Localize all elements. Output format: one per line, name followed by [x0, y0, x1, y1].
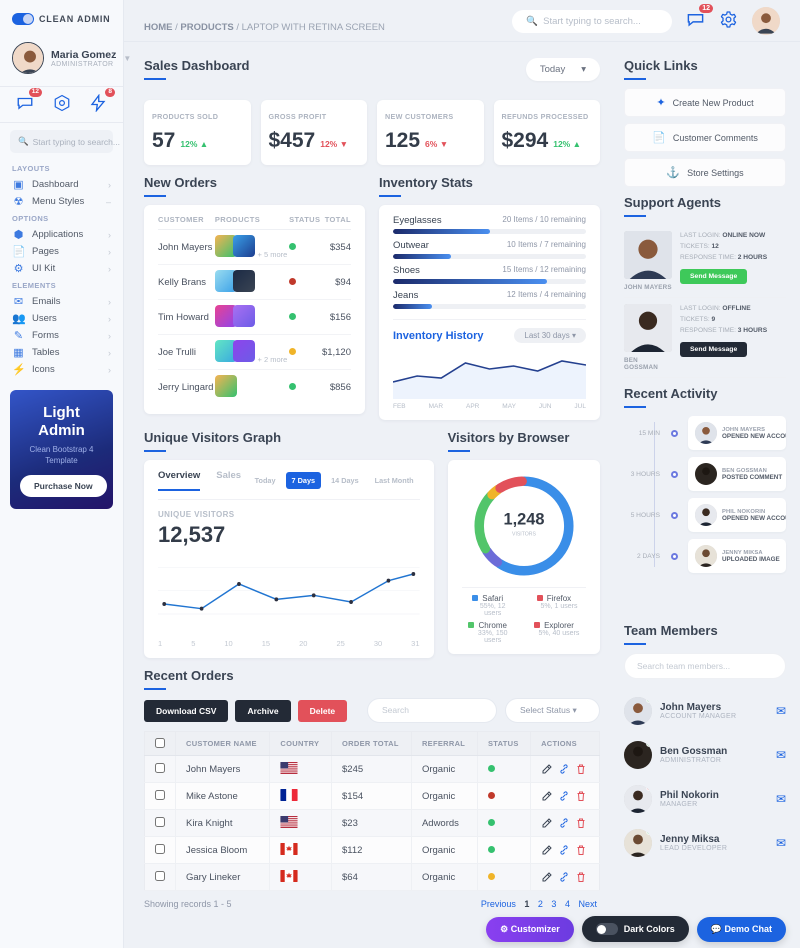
svg-text:VISITORS: VISITORS: [512, 531, 537, 537]
svg-text:1,248: 1,248: [503, 510, 544, 528]
